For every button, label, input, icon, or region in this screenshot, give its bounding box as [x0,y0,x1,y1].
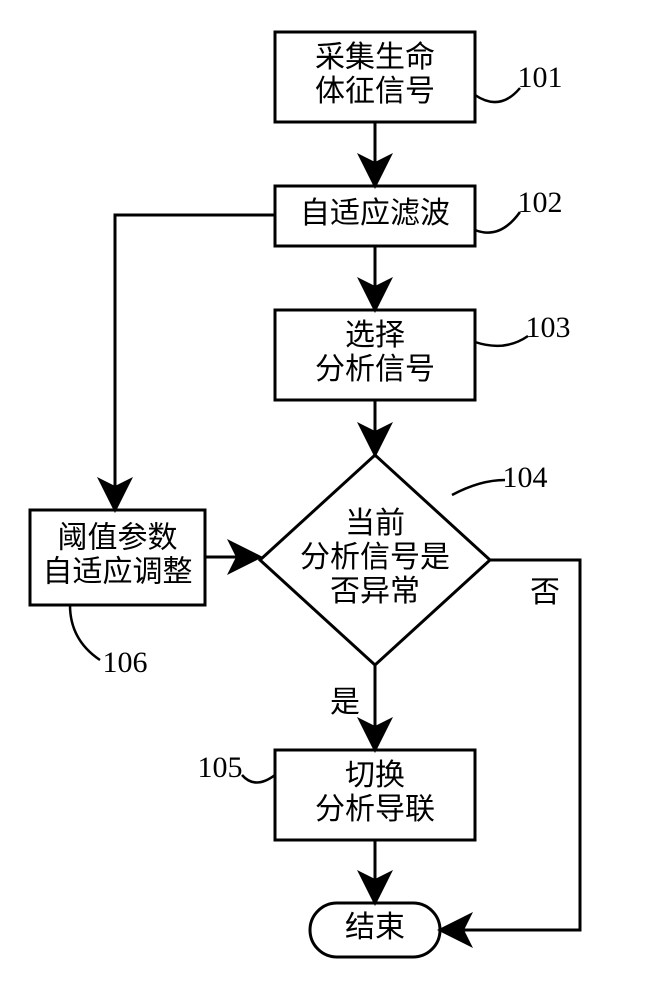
node-text: 体征信号 [315,75,435,108]
callout-leader [452,480,505,495]
node-text: 分析导联 [315,793,435,826]
step-number: 105 [198,751,243,784]
callout-leader [475,88,520,102]
node-text: 阈值参数 [58,521,178,554]
step-number: 106 [103,646,148,679]
step-number: 104 [503,461,548,494]
step-number: 101 [518,61,563,94]
node-text: 分析信号是 [300,541,450,574]
callout-leader [475,212,520,233]
callout-leader [475,336,528,346]
flowchart: 采集生命体征信号 101 自适应滤波 102 选择分析信号 103 当前分析信号是否异常 10… [0,0,666,1000]
node-text: 自适应调整 [43,555,193,588]
callout-leader [70,605,100,660]
edge [440,560,580,930]
node-text: 切换 [345,759,405,792]
step-number: 102 [518,186,563,219]
node-text: 否异常 [330,575,420,608]
edge-label: 否 [530,576,560,609]
node-text: 采集生命 [315,41,435,74]
callout-leader [242,775,275,783]
edge [115,215,275,510]
step-number: 103 [526,311,571,344]
edge-label: 是 [330,686,360,719]
node-text: 自适应滤波 [300,197,450,230]
node-text: 当前 [345,507,405,540]
node-text: 结束 [345,911,405,944]
node-text: 选择 [345,319,405,352]
node-text: 分析信号 [315,353,435,386]
